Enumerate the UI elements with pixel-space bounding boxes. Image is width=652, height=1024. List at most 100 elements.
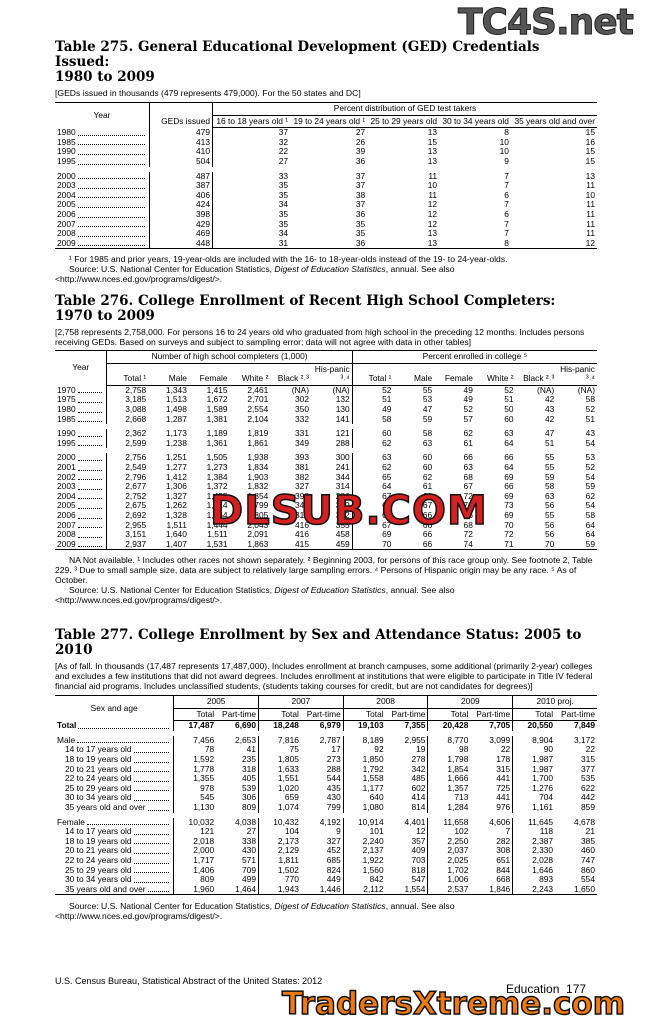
cell: 413 [149, 137, 213, 148]
cell: 1,407 [165, 538, 187, 549]
cell: 344 [335, 471, 350, 482]
cell: 58 [422, 428, 433, 439]
cell: 2,173 [257, 836, 301, 847]
row: 35 years old and over 1,960 1,464 1,943 1,44… [55, 883, 597, 895]
cell: 33 [212, 171, 291, 182]
row-label: 1990 [55, 429, 107, 439]
cell: 7,355 [404, 720, 426, 731]
cell: 7 [505, 826, 511, 837]
cell: 66 [463, 452, 473, 463]
cell: 12 [416, 826, 426, 837]
label-text: 2007 [57, 520, 104, 531]
footnote: NA Not available. ¹ Includes other races… [55, 555, 593, 586]
cell: 2,250 [427, 836, 471, 847]
cell: 11 [586, 199, 595, 210]
title-line: Table 276. College Enrollment of Recent … [55, 293, 556, 309]
row: 2004 406 35 38 11 6 10 [55, 190, 597, 201]
cell: 35 [212, 181, 291, 191]
cell: 314 [335, 481, 350, 492]
cell: 54 [585, 437, 595, 448]
cell: 302 [295, 394, 309, 405]
cell: 54 [585, 500, 595, 511]
row-label: 2006 [55, 209, 150, 220]
row-label: 2000 [55, 453, 107, 463]
cell: 842 [342, 874, 386, 885]
cell: 70 [504, 519, 514, 530]
row: 22 to 24 years old 1,355 405 1,551 544 1,558 4… [55, 774, 597, 784]
cell: 15 [427, 136, 438, 147]
row: 22 to 24 years old 1,717 571 1,811 685 1,922 7… [55, 855, 597, 866]
cell: 7,456 [173, 735, 217, 746]
table-276: Table 276. College Enrollment of Recent … [55, 294, 597, 605]
cell: 2,955 [106, 520, 149, 531]
cell: 545 [173, 793, 217, 803]
cell: 1,464 [235, 883, 256, 894]
cell: 56 [544, 529, 555, 540]
cell: 22 [212, 147, 291, 157]
page-number: 177 [566, 982, 587, 996]
cell: 1,251 [165, 452, 187, 463]
col-header: White ² [229, 363, 271, 386]
cell: 1,854 [247, 490, 269, 501]
cell: 1,444 [206, 519, 228, 530]
cell: 53 [422, 394, 433, 405]
col-header: Black ²˒³ [515, 363, 557, 386]
row: 2003 2,677 1,306 1,372 1,832 327 314 64 61 67 66 58… [55, 482, 597, 492]
cell: 66 [422, 509, 433, 520]
row: 2000 487 33 37 11 7 13 [55, 171, 597, 182]
row-label: 18 to 19 years old [55, 836, 174, 847]
row: 2003 387 35 37 10 7 11 [55, 181, 597, 191]
cell: 49 [351, 404, 394, 415]
row-label: 14 to 17 years old [55, 827, 174, 837]
cell: 66 [463, 509, 473, 520]
cell: 55 [544, 452, 555, 463]
col-header: Total [427, 708, 471, 722]
cell: 1,020 [257, 783, 301, 794]
cell: 2,675 [106, 501, 149, 511]
cell: 1,511 [207, 529, 228, 540]
row: 2007 2,955 1,511 1,444 2,043 416 355 67 66 68 70 56… [55, 519, 597, 531]
cell: 10 [427, 180, 438, 191]
cell: 2,758 [106, 385, 149, 396]
cell: 64 [504, 437, 514, 448]
label-text: 1995 [57, 156, 147, 167]
label-text: 2004 [57, 190, 147, 201]
cell: 7 [504, 218, 509, 229]
cell: 300 [335, 452, 350, 463]
cell: 381 [295, 461, 309, 472]
cell: 318 [295, 509, 309, 520]
label-text: 2008 [57, 229, 147, 239]
cell: 20,428 [427, 720, 471, 731]
source-text: , annual. See also <http://www.nces.ed.g… [55, 264, 455, 285]
row-label: 2007 [55, 219, 150, 230]
source-text: Source: U.S. National Center for Educati… [69, 585, 275, 596]
col-header: Female [188, 363, 230, 386]
cell: 1,287 [165, 413, 187, 424]
cell: 1,700 [512, 774, 556, 784]
cell: 15 [585, 146, 595, 157]
cell: 1,406 [173, 865, 217, 876]
cell: 799 [326, 801, 341, 812]
cell: 2,243 [512, 884, 556, 895]
cell: 11,645 [512, 817, 556, 828]
row: 1995 504 27 36 13 9 15 [55, 156, 597, 167]
cell: 2,756 [106, 453, 149, 463]
cell: 809 [173, 874, 217, 885]
row: 30 to 34 years old 545 306 659 430 640 414 713 4… [55, 793, 597, 803]
year-header: 2008 [342, 695, 428, 709]
row: 2005 2,675 1,262 1,414 1,799 345 390 69 67 70 73 56… [55, 501, 597, 511]
cell: 1,006 [427, 874, 471, 885]
cell: 345 [295, 500, 309, 511]
cell: 65 [351, 472, 394, 483]
cell: 8,904 [512, 735, 556, 746]
cell: 67 [351, 520, 394, 531]
cell: 13 [427, 127, 438, 138]
cell: 390 [335, 500, 350, 511]
cell: 1,589 [206, 403, 228, 414]
cell: 406 [149, 190, 213, 201]
title: Table 277. College Enrollment by Sex and… [55, 628, 597, 658]
row-label: 2005 [55, 200, 150, 210]
cell: 1,384 [206, 471, 228, 482]
cell: 424 [149, 200, 213, 210]
cell: 668 [496, 874, 511, 885]
